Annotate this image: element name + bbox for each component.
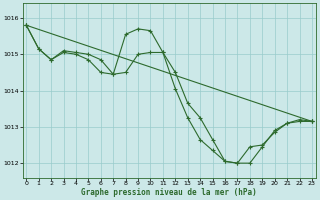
X-axis label: Graphe pression niveau de la mer (hPa): Graphe pression niveau de la mer (hPa) <box>81 188 257 197</box>
